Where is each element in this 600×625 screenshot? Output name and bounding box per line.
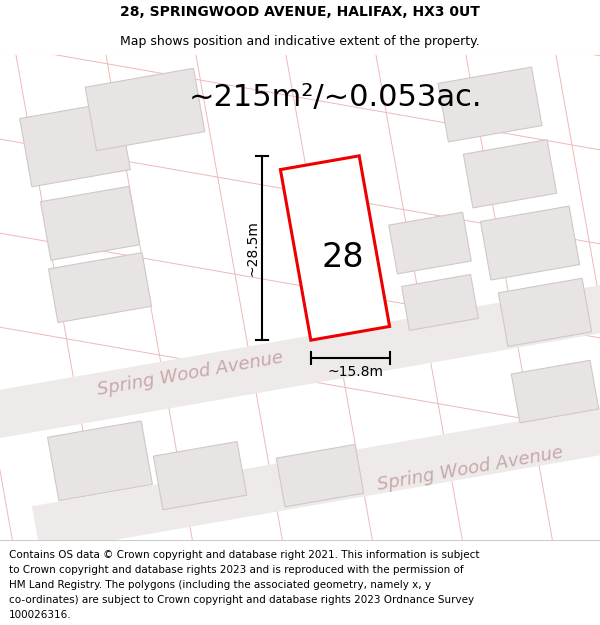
Text: co-ordinates) are subject to Crown copyright and database rights 2023 Ordnance S: co-ordinates) are subject to Crown copyr…: [9, 595, 474, 605]
Text: ~15.8m: ~15.8m: [327, 365, 383, 379]
Text: 28, SPRINGWOOD AVENUE, HALIFAX, HX3 0UT: 28, SPRINGWOOD AVENUE, HALIFAX, HX3 0UT: [120, 5, 480, 19]
Polygon shape: [32, 369, 600, 553]
Polygon shape: [0, 274, 600, 459]
Polygon shape: [401, 274, 478, 331]
Polygon shape: [499, 278, 592, 346]
Text: 100026316.: 100026316.: [9, 610, 71, 620]
Polygon shape: [85, 68, 205, 151]
Polygon shape: [20, 101, 130, 187]
Text: ~28.5m: ~28.5m: [245, 220, 259, 276]
Polygon shape: [280, 156, 389, 340]
Polygon shape: [481, 206, 580, 280]
Polygon shape: [389, 213, 471, 274]
Text: Contains OS data © Crown copyright and database right 2021. This information is : Contains OS data © Crown copyright and d…: [9, 550, 479, 560]
Polygon shape: [438, 67, 542, 142]
Polygon shape: [49, 253, 152, 322]
Text: Map shows position and indicative extent of the property.: Map shows position and indicative extent…: [120, 35, 480, 48]
Polygon shape: [154, 441, 247, 510]
Text: ~215m²/~0.053ac.: ~215m²/~0.053ac.: [188, 83, 482, 112]
Text: Spring Wood Avenue: Spring Wood Avenue: [376, 444, 565, 494]
Text: to Crown copyright and database rights 2023 and is reproduced with the permissio: to Crown copyright and database rights 2…: [9, 565, 464, 575]
Text: Spring Wood Avenue: Spring Wood Avenue: [95, 349, 284, 399]
Text: 28: 28: [322, 241, 364, 274]
Polygon shape: [511, 360, 599, 423]
Polygon shape: [463, 139, 557, 208]
Text: HM Land Registry. The polygons (including the associated geometry, namely x, y: HM Land Registry. The polygons (includin…: [9, 580, 431, 590]
Polygon shape: [276, 444, 364, 507]
Polygon shape: [40, 186, 140, 260]
Polygon shape: [47, 421, 152, 501]
